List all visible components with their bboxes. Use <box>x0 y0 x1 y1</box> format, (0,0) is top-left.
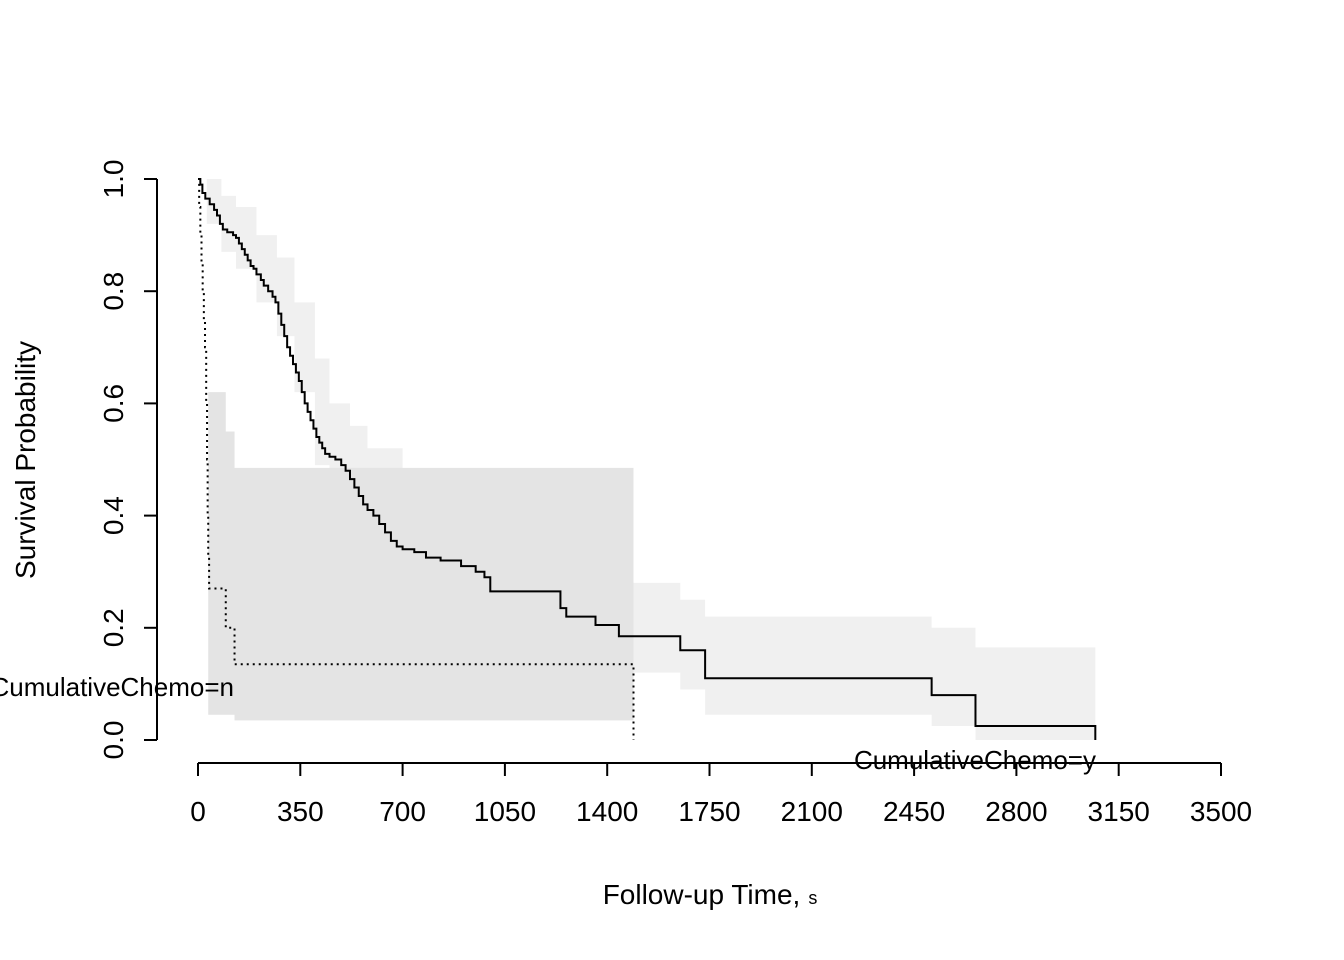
survival-curve-chemo-n <box>198 178 635 740</box>
x-tick-label: 1400 <box>576 796 638 827</box>
survival-curves <box>198 178 1097 740</box>
y-tick-label: 0.4 <box>98 496 129 535</box>
y-tick-label: 0.6 <box>98 384 129 423</box>
y-axis-title: Survival Probability <box>10 341 41 579</box>
y-tick-label: 1.0 <box>98 160 129 199</box>
curve-label-chemo-y: CumulativeChemo=y <box>854 745 1096 775</box>
ci-band-chemo-y <box>198 179 1096 740</box>
x-tick-label: 2100 <box>781 796 843 827</box>
curve-label-chemo-n: CumulativeChemo=n <box>0 672 234 702</box>
x-axis-unit: s <box>808 888 817 908</box>
ci-band-chemo-n <box>208 392 634 721</box>
curve-labels: CumulativeChemo=y CumulativeChemo=n <box>0 672 1096 775</box>
x-tick-label: 2450 <box>883 796 945 827</box>
y-tick-label: 0.2 <box>98 608 129 647</box>
x-tick-label: 1050 <box>474 796 536 827</box>
survival-curve-chemo-y <box>198 178 1097 740</box>
x-tick-label: 350 <box>277 796 324 827</box>
x-tick-label: 3150 <box>1088 796 1150 827</box>
x-tick-label: 3500 <box>1190 796 1252 827</box>
x-tick-label: 0 <box>190 796 206 827</box>
axes: 0 350 700 1050 1400 1750 2100 2450 2800 3150 3500 … <box>98 160 1252 827</box>
x-axis: 0 350 700 1050 1400 1750 2100 2450 2800 3150 3500 <box>190 762 1252 827</box>
x-tick-label: 700 <box>379 796 426 827</box>
confidence-bands <box>198 179 1096 740</box>
y-tick-label: 0.8 <box>98 272 129 311</box>
y-axis: 0.0 0.2 0.4 0.6 0.8 1.0 <box>98 160 158 760</box>
x-tick-label: 1750 <box>678 796 740 827</box>
x-axis-label: Follow-up Time, <box>603 879 801 910</box>
x-tick-label: 2800 <box>985 796 1047 827</box>
x-axis-title: Follow-up Time, s <box>603 879 818 910</box>
y-tick-label: 0.0 <box>98 721 129 760</box>
